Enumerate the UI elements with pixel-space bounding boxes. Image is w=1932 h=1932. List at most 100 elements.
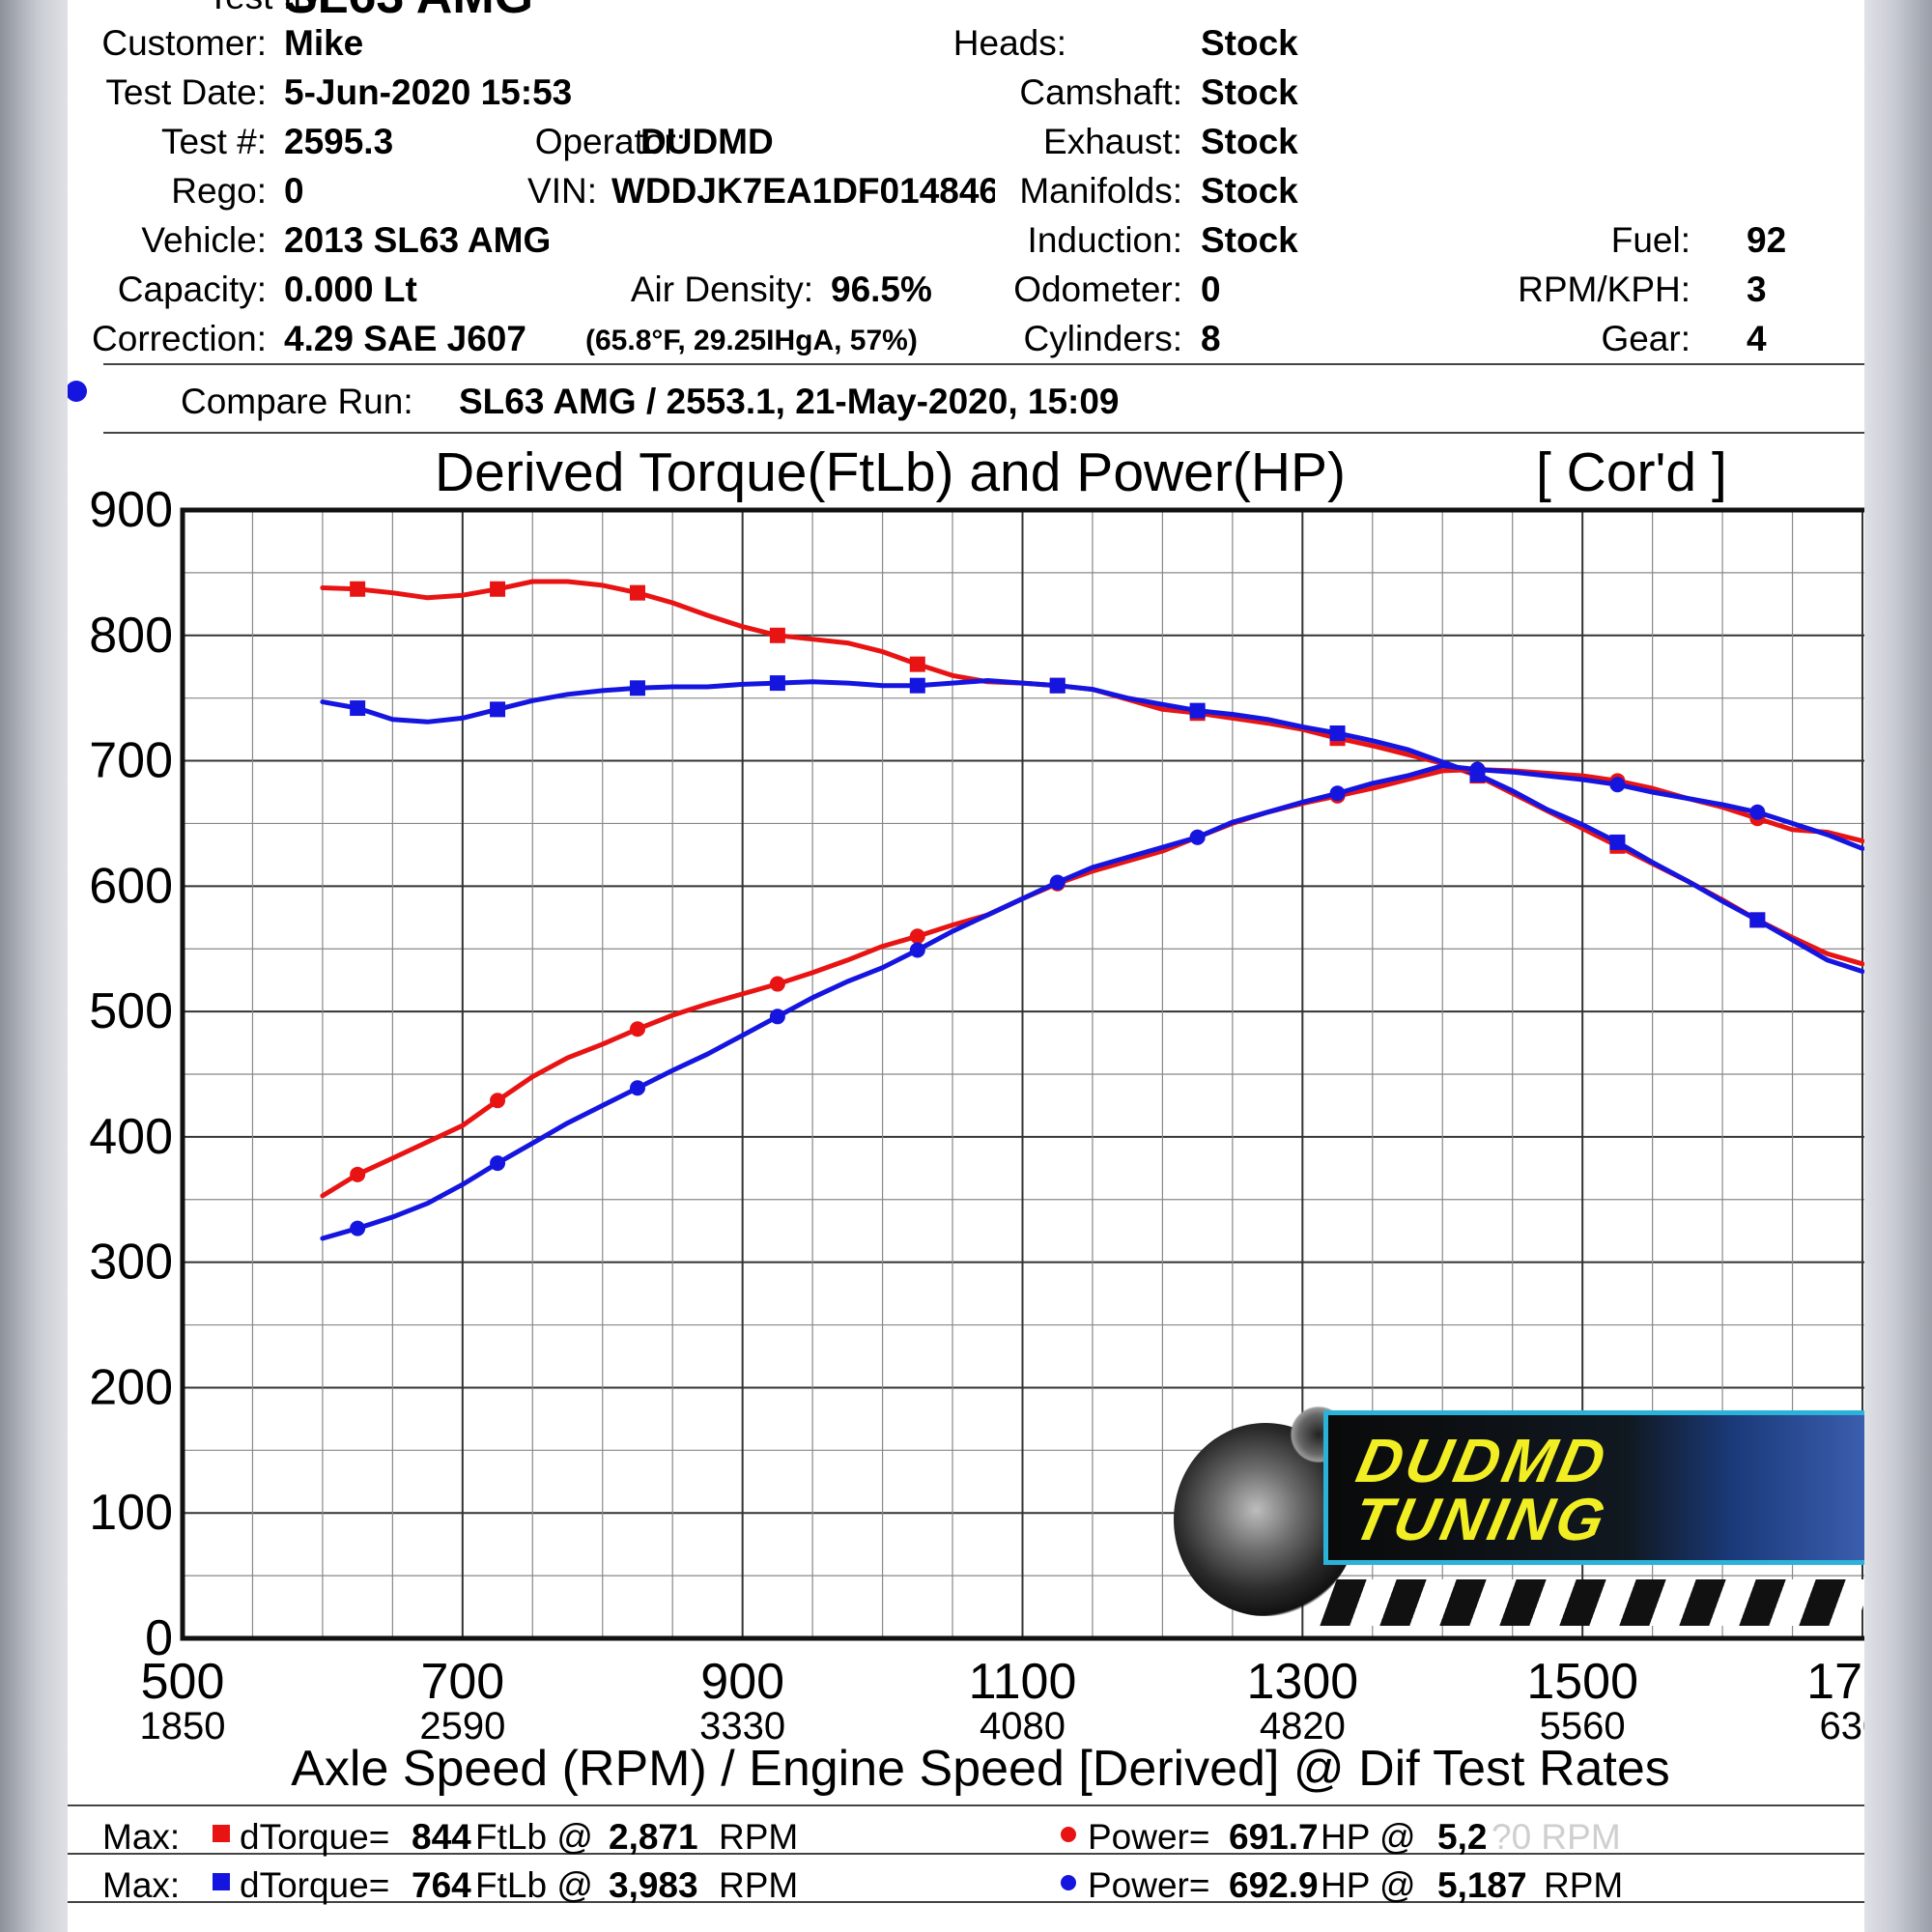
operator-value: DUDMD [640,122,774,161]
power-rpm-unit: RPM [1544,1865,1624,1905]
torque-unit: FtLb @ [475,1817,593,1857]
max-label: Max: [102,1865,181,1905]
red-square-marker [213,1825,230,1842]
heads-value: Stock [1201,23,1298,63]
customer-value: Mike [284,23,364,63]
red-square-marker [350,581,366,597]
y-tick-label: 700 [89,733,173,789]
power-unit: HP @ [1321,1865,1416,1905]
gear-value: 4 [1747,319,1767,358]
blue-circle-marker [769,1009,785,1025]
x-tick-label: 900 [700,1654,784,1710]
manifolds-label: Manifolds: [995,173,1182,209]
dyno-sheet: Test ID: SL63 AMG Customer: Mike Test Da… [68,0,1864,1932]
blue-square-marker [909,677,925,694]
operator-label: Operator: [534,122,686,161]
dudmd-tuning-logo: DUDMD TUNING [1101,1406,1864,1633]
y-tick-label: 400 [89,1109,173,1165]
x-tick-label: 1300 [1246,1654,1358,1710]
air-density-value: 96.5% [831,270,932,309]
x-tick-label: 1100 [969,1654,1077,1710]
torque-rpm: 2,871 [609,1817,698,1857]
x-tick-label-secondary: 4820 [1260,1705,1346,1747]
blue-circle-marker [1609,777,1626,793]
blue-circle-marker [490,1155,506,1172]
manifolds-value: Stock [1201,171,1298,211]
x-tick-label: 700 [420,1654,504,1710]
odometer-label: Odometer: [1013,270,1182,309]
blue-square-marker [629,680,645,696]
test-id-label: Test ID: [135,0,328,14]
power-value: 691.7 [1229,1817,1319,1857]
red-circle-marker [769,976,785,992]
blue-circle-series-line [320,763,1864,1241]
y-tick-label: 900 [89,482,173,538]
checkered-strip [1320,1579,1864,1626]
plot-frame [180,507,1864,1641]
rpm-kph-value: 3 [1747,270,1767,309]
footer-bottom-rule [68,1901,1864,1903]
power-rpm: 5,187 [1437,1865,1527,1905]
customer-label: Customer: [101,23,267,63]
blue-circle-marker [1189,829,1206,845]
logo-line-2: TUNING [1347,1487,1614,1553]
red-circle-marker [909,928,925,945]
x-tick-label-secondary: 2590 [419,1705,505,1747]
gear-label: Gear: [1601,319,1690,358]
cylinders-value: 8 [1201,319,1221,358]
compare-divider [103,432,1864,434]
test-date-value: 5-Jun-2020 15:53 [284,72,573,112]
logo-banner [1323,1410,1864,1565]
test-number-label: Test #: [161,122,267,161]
y-tick-label: 100 [89,1485,173,1541]
blue-circle-marker [350,1220,366,1236]
conditions-text: (65.8°F, 29.25IHgA, 57%) [585,325,918,356]
vehicle-label: Vehicle: [141,220,267,260]
y-tick-label: 800 [89,608,173,664]
blue-square-marker [350,700,366,717]
x-tick-label: 1500 [1526,1654,1638,1710]
blue-square-marker [213,1873,230,1890]
air-density-label: Air Density: [630,270,813,309]
y-tick-label: 0 [145,1610,173,1666]
odometer-value: 0 [1201,270,1221,309]
rego-label: Rego: [171,171,267,211]
heads-label: Heads: [918,25,1066,61]
blue-square-series-line [320,678,1864,975]
blue-circle-marker [1469,761,1486,778]
vin-label: VIN: [527,171,597,211]
red-circle-marker [350,1166,366,1182]
blue-circle-marker [1049,874,1065,891]
footer-top-rule [68,1804,1864,1806]
camshaft-label: Camshaft: [1019,72,1182,112]
y-tick-label: 200 [89,1359,173,1415]
power-label: Power= [1088,1865,1210,1905]
rpm-kph-label: RPM/KPH: [1518,270,1690,309]
test-id-value: SL63 AMG [284,0,533,21]
test-number-value: 2595.3 [284,122,394,161]
red-square-marker [909,656,925,672]
torque-value: 764 [412,1865,471,1905]
blue-circle-marker [1329,785,1346,802]
compare-run-label: Compare Run: [181,382,413,421]
header-divider [103,363,1864,365]
red-square-marker [629,584,645,601]
exhaust-label: Exhaust: [1043,122,1182,161]
blue-square-marker [1049,677,1065,694]
red-square-marker [490,581,506,597]
cylinders-label: Cylinders: [1023,319,1183,358]
capacity-value: 0.000 Lt [284,270,417,309]
x-tick-label: 500 [141,1654,225,1710]
chart-title: Derived Torque(FtLb) and Power(HP) [435,441,1346,503]
x-tick-label-secondary: 3330 [699,1705,785,1747]
x-tick-label: 1700 [1806,1654,1864,1710]
compare-run-value: SL63 AMG / 2553.1, 21-May-2020, 15:09 [459,382,1120,421]
power-label: Power= [1088,1817,1210,1857]
x-tick-label-secondary: 6300 [1820,1705,1864,1747]
x-tick-label-secondary: 5560 [1540,1705,1626,1747]
exhaust-value: Stock [1201,122,1298,161]
power-unit: HP @ [1321,1817,1416,1857]
blue-square-marker [1189,702,1206,719]
torque-rpm: 3,983 [609,1865,698,1905]
correction-label: Correction: [92,319,267,358]
